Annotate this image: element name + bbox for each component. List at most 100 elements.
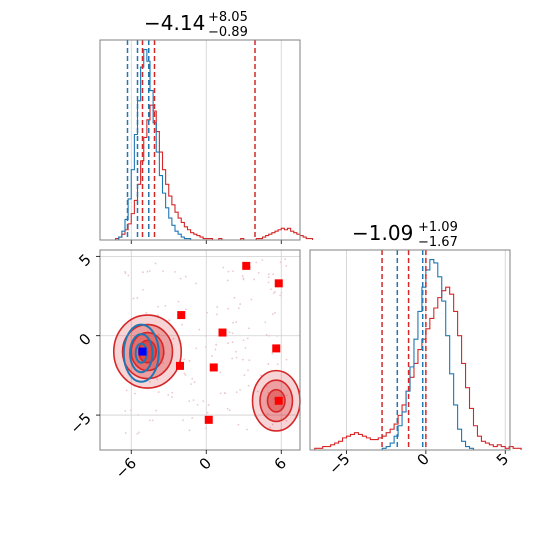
joint-sample-point: [136, 432, 139, 435]
joint-sample-point: [261, 259, 264, 261]
joint-sample-point: [202, 400, 205, 403]
joint-sample-point: [137, 431, 140, 434]
joint-sample-point: [243, 374, 246, 376]
joint-sample-point: [191, 417, 194, 419]
joint-sample-point: [244, 347, 247, 349]
joint-sample-point: [124, 272, 127, 275]
joint-blue-contour: [134, 342, 148, 364]
joint-sample-point: [232, 270, 234, 273]
top-title-median: −4.14: [144, 11, 205, 35]
joint-sample-point: [183, 358, 186, 361]
joint-sample-point: [227, 270, 230, 273]
right-title-minus: −1.67: [418, 235, 458, 250]
joint-sample-point: [276, 335, 279, 337]
joint-sample-point: [233, 296, 236, 299]
joint-sample-point: [182, 419, 185, 422]
joint-sample-point: [271, 352, 274, 355]
joint-red-marker: [209, 363, 218, 372]
joint-sample-point: [192, 399, 195, 402]
joint-sample-point: [125, 389, 128, 392]
joint-sample-point: [268, 334, 271, 337]
joint-sample-point: [188, 400, 191, 402]
joint-x-tick-label: 6: [271, 454, 290, 473]
joint-y-tick-label: 5: [75, 250, 94, 269]
joint-red-marker: [177, 311, 186, 320]
joint-sample-point: [156, 378, 159, 381]
joint-sample-point: [253, 278, 256, 281]
joint-sample-point: [184, 308, 187, 311]
joint-sample-point: [279, 261, 282, 264]
joint-sample-point: [206, 311, 208, 314]
joint-sample-point: [270, 288, 272, 291]
joint-sample-point: [267, 273, 270, 276]
joint-sample-point: [198, 328, 201, 331]
right-tick-label: 0: [413, 450, 432, 469]
joint-sample-point: [124, 410, 127, 412]
joint-sample-point: [155, 409, 158, 412]
joint-sample-point: [267, 276, 270, 279]
joint-sample-point: [273, 290, 276, 293]
joint-sample-point: [157, 305, 159, 308]
joint-sample-point: [272, 292, 275, 295]
joint-sample-point: [137, 414, 139, 416]
joint-sample-point: [274, 311, 276, 314]
right-series-0: [314, 286, 522, 450]
joint-sample-point: [285, 394, 288, 397]
joint-sample-point: [227, 307, 230, 310]
joint-sample-point: [211, 355, 213, 357]
joint-sample-point: [246, 337, 249, 340]
joint-sample-point: [154, 262, 157, 265]
joint-sample-point: [184, 374, 187, 376]
joint-sample-point: [284, 258, 287, 260]
joint-sample-point: [235, 391, 238, 394]
joint-sample-point: [235, 350, 238, 353]
joint-sample-point: [248, 359, 251, 362]
joint-sample-point: [190, 383, 192, 386]
joint-sample-point: [285, 358, 288, 361]
joint-sample-point: [271, 423, 274, 426]
joint-sample-point: [215, 313, 218, 316]
joint-sample-point: [231, 341, 234, 344]
joint-red-marker: [218, 328, 227, 337]
joint-sample-point: [222, 266, 225, 269]
joint-sample-point: [162, 270, 164, 273]
joint-sample-point: [148, 270, 151, 272]
right-title-plus: +1.09: [418, 220, 458, 235]
joint-sample-point: [148, 380, 151, 383]
joint-x-tick-label: 0: [196, 454, 215, 473]
top-title-plus: +8.05: [208, 10, 248, 25]
top-histogram-frame: [99, 39, 301, 241]
joint-sample-point: [241, 274, 244, 277]
top-series-1: [106, 48, 200, 241]
joint-panel: −6 0 6 5 0 −5: [66, 249, 301, 482]
joint-sample-point: [214, 348, 217, 351]
joint-sample-point: [168, 319, 171, 322]
joint-sample-point: [285, 265, 288, 267]
joint-sample-point: [171, 396, 173, 398]
joint-sample-point: [266, 412, 269, 415]
joint-sample-point: [265, 333, 268, 336]
joint-sample-point: [130, 409, 132, 412]
joint-sample-point: [132, 297, 135, 300]
joint-y-tick-label: 0: [75, 330, 94, 349]
joint-sample-point: [136, 297, 139, 299]
joint-sample-point: [226, 407, 229, 410]
joint-sample-point: [273, 398, 276, 400]
joint-sample-point: [267, 281, 270, 284]
joint-sample-point: [205, 427, 207, 430]
joint-sample-point: [269, 426, 272, 429]
joint-sample-point: [237, 423, 240, 426]
joint-sample-point: [226, 279, 229, 282]
joint-sample-point: [239, 388, 241, 391]
joint-sample-point: [219, 371, 222, 374]
joint-sample-point: [247, 327, 250, 330]
joint-sample-point: [247, 369, 249, 372]
joint-sample-point: [206, 411, 209, 414]
joint-sample-point: [250, 298, 253, 301]
joint-red-marker: [272, 344, 281, 353]
joint-sample-point: [195, 282, 197, 285]
joint-blue-contour: [129, 333, 154, 374]
joint-red-marker: [204, 415, 213, 424]
joint-sample-point: [256, 390, 259, 393]
right-title-median: −1.09: [352, 221, 413, 245]
